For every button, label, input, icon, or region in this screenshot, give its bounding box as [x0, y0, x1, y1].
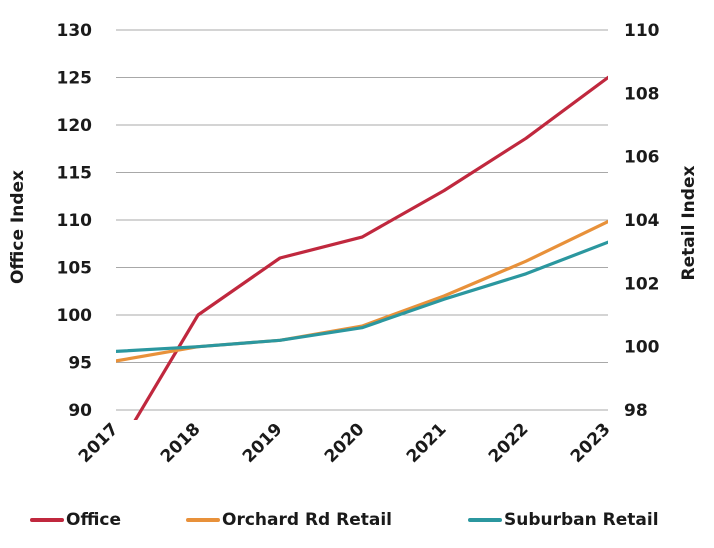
- legend-item-office: Office: [30, 505, 121, 535]
- y-axis-title-right: Retail Index: [679, 166, 699, 281]
- y-tick-right-102: 102: [624, 274, 660, 294]
- y-tick-right-100: 100: [624, 338, 660, 358]
- y-tick-left-120: 120: [57, 116, 93, 136]
- x-tick-2017: 2017: [75, 419, 123, 467]
- y-tick-right-106: 106: [624, 148, 660, 168]
- y-tick-left-110: 110: [57, 211, 93, 231]
- gridlines: [116, 29, 608, 411]
- legend-swatch-orchard-rd-retail: [186, 518, 220, 522]
- y-tick-right-104: 104: [624, 211, 660, 231]
- y-tick-left-95: 95: [68, 354, 92, 374]
- y-axis-title-left: Office Index: [8, 170, 28, 284]
- y-tick-left-105: 105: [57, 259, 93, 279]
- x-tick-2022: 2022: [485, 419, 533, 467]
- right-axis-ticks: 98 100 102 104 106 108 110: [624, 21, 660, 421]
- y-tick-right-108: 108: [624, 84, 660, 104]
- x-axis-ticks: 2017 2018 2019 2020 2021 2022 2023: [75, 419, 615, 467]
- y-tick-left-125: 125: [57, 69, 93, 89]
- line-chart: 90 95 100 105 110 115 120 125 130 98 100 102 104 106…: [8, 21, 699, 467]
- series-line-orchard-rd-retail: [116, 220, 608, 363]
- legend: Office Orchard Rd Retail Suburban Retail: [0, 505, 714, 535]
- x-tick-2021: 2021: [403, 419, 451, 467]
- legend-label-suburban-retail: Suburban Retail: [504, 510, 659, 530]
- legend-label-orchard-rd-retail: Orchard Rd Retail: [222, 510, 393, 530]
- legend-swatch-office: [30, 518, 64, 522]
- legend-swatch-suburban-retail: [468, 518, 502, 522]
- y-tick-right-98: 98: [624, 401, 648, 421]
- x-tick-2019: 2019: [239, 419, 287, 467]
- legend-label-office: Office: [66, 510, 122, 530]
- x-tick-2020: 2020: [321, 419, 369, 467]
- x-tick-2023: 2023: [567, 419, 615, 467]
- legend-item-orchard-rd-retail: Orchard Rd Retail: [186, 505, 392, 535]
- y-tick-left-130: 130: [57, 21, 93, 41]
- y-tick-left-100: 100: [57, 306, 93, 326]
- series-line-office: [133, 75, 608, 420]
- y-tick-left-90: 90: [68, 401, 92, 421]
- legend-item-suburban-retail: Suburban Retail: [468, 505, 659, 535]
- series-lines: [116, 75, 608, 420]
- left-axis-ticks: 90 95 100 105 110 115 120 125 130: [57, 21, 93, 421]
- series-line-suburban-retail: [116, 240, 608, 353]
- x-tick-2018: 2018: [157, 419, 205, 467]
- y-tick-left-115: 115: [57, 164, 93, 184]
- y-tick-right-110: 110: [624, 21, 660, 41]
